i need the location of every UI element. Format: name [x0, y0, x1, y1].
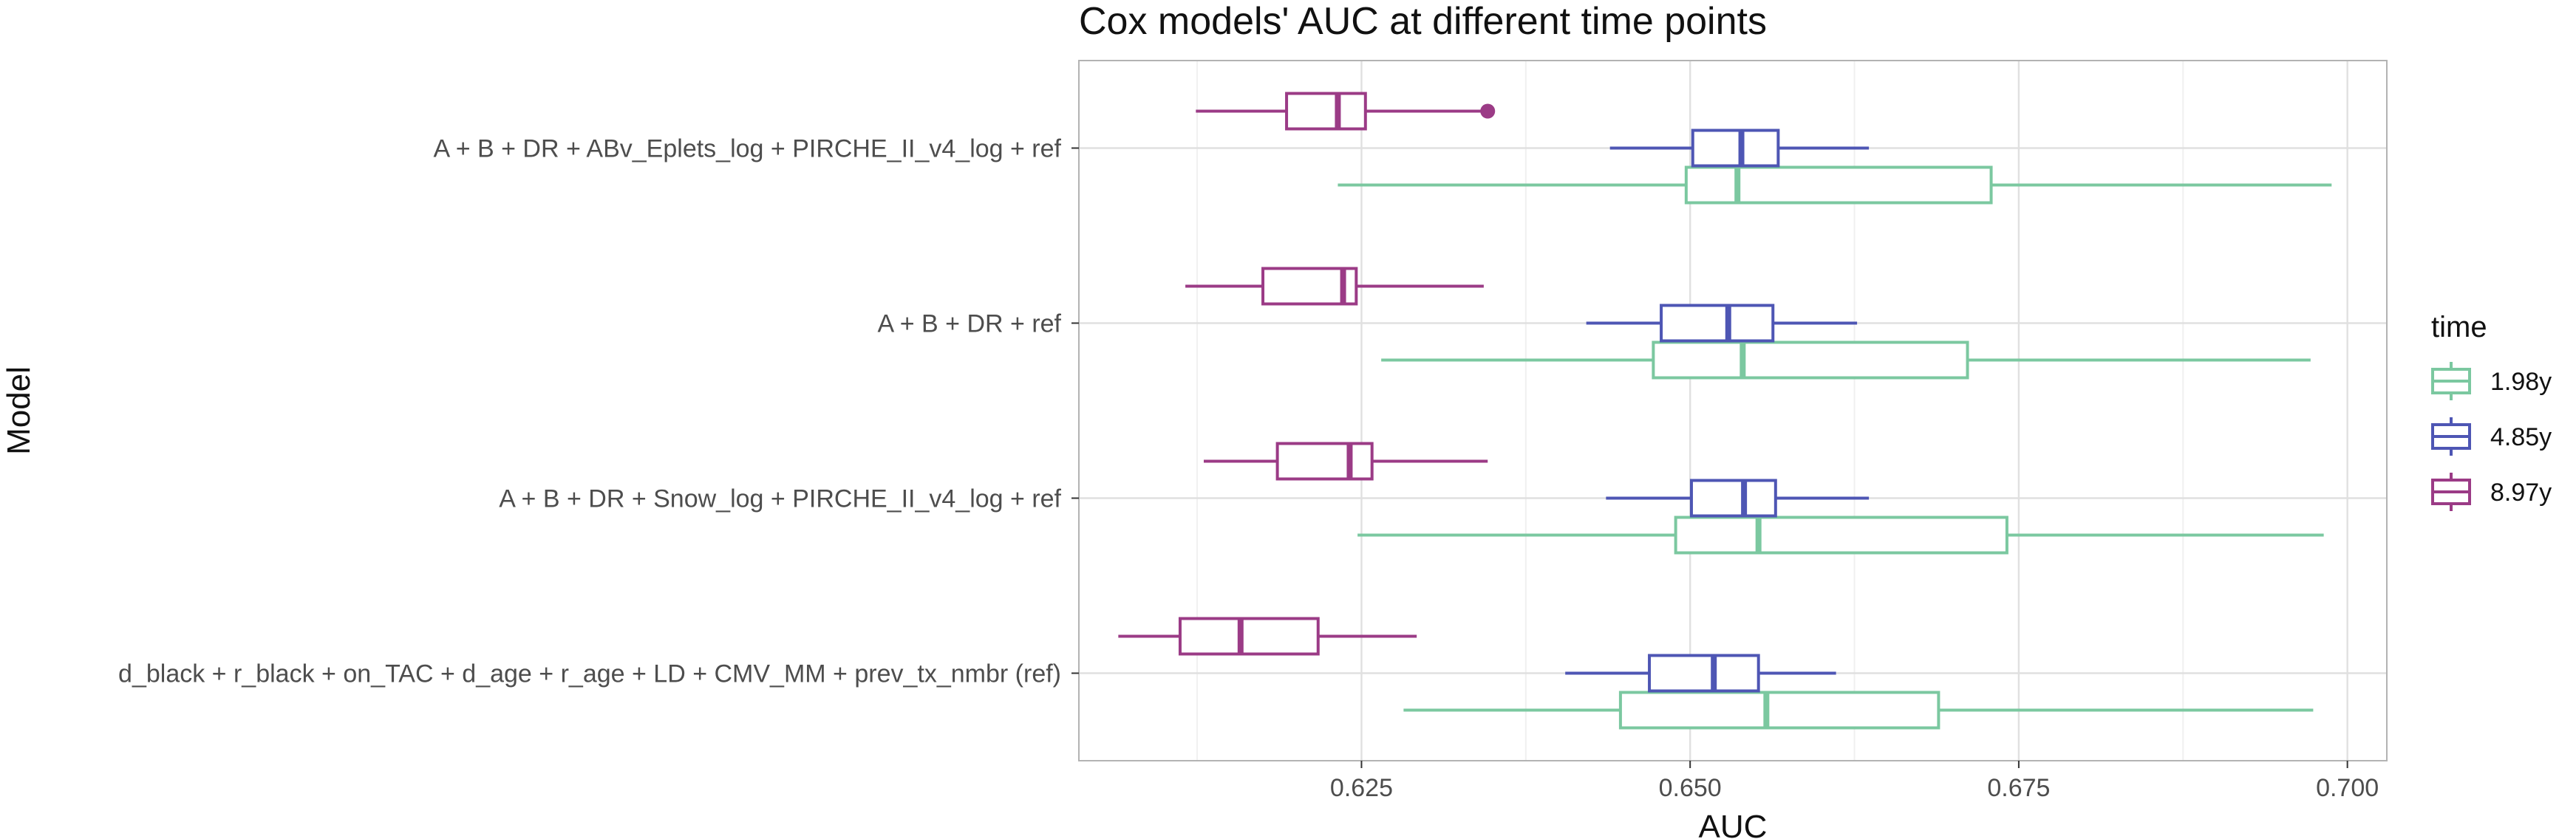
box-series-layer: [1118, 92, 2332, 730]
y-tick-label: A + B + DR + ref: [877, 310, 1061, 338]
legend-item-4.85y: 4.85y: [2431, 417, 2552, 456]
box-iqr: [1660, 304, 1775, 343]
y-tick-label: A + B + DR + Snow_log + PIRCHE_II_v4_log…: [499, 485, 1061, 513]
box-8.97y-0: [1196, 92, 1496, 131]
legend: time 1.98y 4.85y 8.97y: [2431, 311, 2552, 511]
legend-label: 8.97y: [2490, 479, 2552, 507]
x-tick-label: 0.675: [1987, 774, 2050, 802]
outlier-point: [1480, 103, 1496, 119]
legend-item-1.98y: 1.98y: [2431, 362, 2552, 400]
box-8.97y-2: [1203, 442, 1488, 481]
box-iqr: [1652, 340, 1969, 380]
legend-label: 4.85y: [2490, 423, 2552, 451]
legend-label: 1.98y: [2490, 368, 2552, 396]
x-axis-title: AUC: [1699, 809, 1768, 839]
box-iqr: [1648, 654, 1760, 693]
x-axis-tick-labels: 0.625 0.650 0.675 0.700: [1330, 761, 2379, 802]
box-8.97y-1: [1185, 267, 1484, 306]
box-iqr: [1178, 617, 1320, 656]
box-1.98y-0: [1338, 165, 2332, 205]
box-iqr: [1285, 92, 1367, 131]
legend-item-8.97y: 8.97y: [2431, 473, 2552, 511]
box-iqr: [1684, 165, 1993, 205]
box-1.98y-3: [1403, 691, 2314, 730]
x-tick-label: 0.625: [1330, 774, 1393, 802]
chart-title: Cox models' AUC at different time points: [1079, 0, 1767, 43]
y-axis-tick-labels: A + B + DR + ABv_Eplets_log + PIRCHE_II_…: [118, 135, 1079, 688]
box-4.85y-1: [1586, 304, 1858, 343]
y-axis-title: Model: [1, 366, 37, 455]
box-1.98y-1: [1381, 340, 2311, 380]
box-4.85y-3: [1565, 654, 1836, 693]
y-tick-label: d_black + r_black + on_TAC + d_age + r_a…: [118, 660, 1061, 688]
y-tick-label: A + B + DR + ABv_Eplets_log + PIRCHE_II_…: [433, 135, 1061, 163]
box-iqr: [1275, 442, 1374, 481]
box-4.85y-2: [1606, 479, 1870, 518]
box-4.85y-0: [1609, 129, 1870, 168]
x-tick-label: 0.650: [1659, 774, 1722, 802]
legend-title: time: [2431, 311, 2487, 343]
plot-border: [1078, 60, 2388, 761]
box-8.97y-3: [1118, 617, 1417, 656]
box-iqr: [1691, 129, 1780, 168]
box-iqr: [1674, 516, 2008, 555]
x-tick-label: 0.700: [2316, 774, 2379, 802]
box-1.98y-2: [1357, 516, 2324, 555]
box-iqr: [1689, 479, 1777, 518]
box-iqr: [1618, 691, 1940, 730]
